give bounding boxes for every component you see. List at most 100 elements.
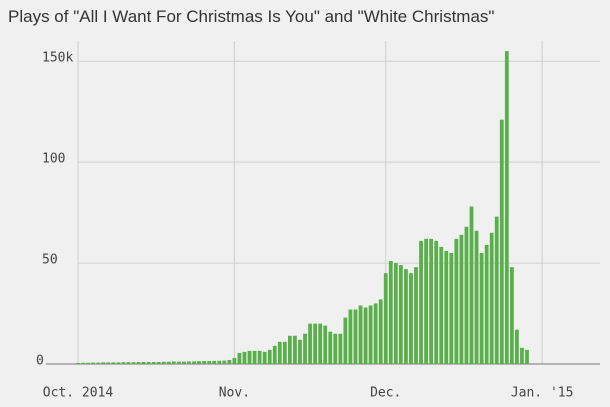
bar — [247, 350, 252, 364]
bar — [484, 244, 489, 364]
y-tick-label: 100 — [42, 152, 65, 167]
bar — [161, 361, 166, 364]
y-tick-label: 50 — [42, 253, 58, 268]
bar — [262, 351, 267, 364]
bar — [212, 360, 217, 364]
bar — [101, 362, 106, 364]
bar — [207, 360, 212, 364]
bar — [242, 351, 247, 364]
bar — [86, 362, 90, 364]
bar — [76, 362, 80, 364]
bar — [177, 361, 181, 364]
bar — [151, 361, 156, 364]
bar — [81, 362, 85, 364]
bar — [192, 361, 196, 364]
bar — [509, 267, 514, 364]
bar — [318, 323, 323, 364]
bar — [388, 261, 393, 364]
bar — [419, 240, 423, 364]
bar — [393, 263, 398, 364]
bar — [520, 347, 524, 364]
bar — [146, 361, 151, 364]
chart-title: Plays of "All I Want For Christmas Is Yo… — [8, 7, 494, 26]
bar — [257, 350, 262, 364]
bar — [358, 305, 363, 364]
bar — [222, 360, 227, 364]
bar — [171, 361, 176, 364]
bar — [328, 331, 333, 364]
bar — [464, 226, 469, 364]
bar — [91, 362, 96, 364]
bar — [217, 360, 222, 364]
bar — [106, 362, 111, 364]
bar — [459, 234, 464, 364]
bar — [404, 269, 408, 364]
bar — [323, 325, 328, 364]
bar — [383, 273, 388, 364]
bar — [156, 361, 161, 364]
bar — [202, 360, 207, 364]
bar — [525, 349, 529, 364]
x-tick-label: Nov. — [219, 386, 250, 401]
bar — [469, 206, 474, 364]
bar — [182, 361, 186, 364]
bar — [136, 361, 141, 364]
bar — [434, 240, 439, 364]
bar — [449, 252, 454, 364]
bar — [272, 345, 277, 364]
bar — [197, 361, 201, 364]
bar — [116, 362, 121, 364]
bar — [252, 350, 257, 364]
bar — [363, 307, 368, 364]
bar — [343, 317, 348, 364]
bar — [499, 119, 504, 364]
bar — [121, 362, 126, 364]
x-tick-label: Oct. 2014 — [43, 386, 114, 401]
bar — [504, 51, 509, 364]
bar — [293, 335, 297, 364]
bar — [378, 299, 383, 364]
bar — [489, 232, 494, 364]
bar — [348, 309, 353, 364]
bar — [131, 362, 136, 364]
bar — [126, 362, 131, 364]
bar — [368, 305, 373, 364]
bar — [141, 361, 146, 364]
bar — [111, 362, 116, 364]
bar — [287, 335, 292, 364]
bar — [353, 309, 358, 364]
bar — [313, 323, 318, 364]
bar — [439, 246, 444, 364]
bar — [298, 339, 302, 364]
bar — [237, 352, 242, 364]
bar — [166, 361, 171, 364]
bar — [282, 341, 287, 364]
bar — [454, 238, 459, 364]
bar — [409, 273, 413, 364]
bar — [444, 250, 449, 364]
bar — [429, 238, 434, 364]
bar — [474, 230, 479, 364]
bar — [303, 333, 307, 364]
bar — [187, 361, 191, 364]
y-tick-label: 150k — [42, 51, 73, 66]
bar — [424, 238, 429, 364]
x-tick-label: Jan. '15 — [511, 386, 574, 401]
bar — [308, 323, 312, 364]
bar — [277, 341, 282, 364]
bar — [338, 333, 343, 364]
bar — [232, 357, 237, 364]
bar — [515, 329, 519, 364]
bar — [479, 252, 484, 364]
x-tick-label: Dec. — [370, 386, 401, 401]
bar — [398, 265, 403, 364]
bar — [494, 216, 499, 364]
bar — [333, 333, 338, 364]
bar — [227, 359, 232, 364]
bar — [373, 303, 378, 364]
bar — [267, 349, 272, 364]
bar — [96, 362, 101, 364]
y-tick-label: 0 — [36, 354, 44, 369]
